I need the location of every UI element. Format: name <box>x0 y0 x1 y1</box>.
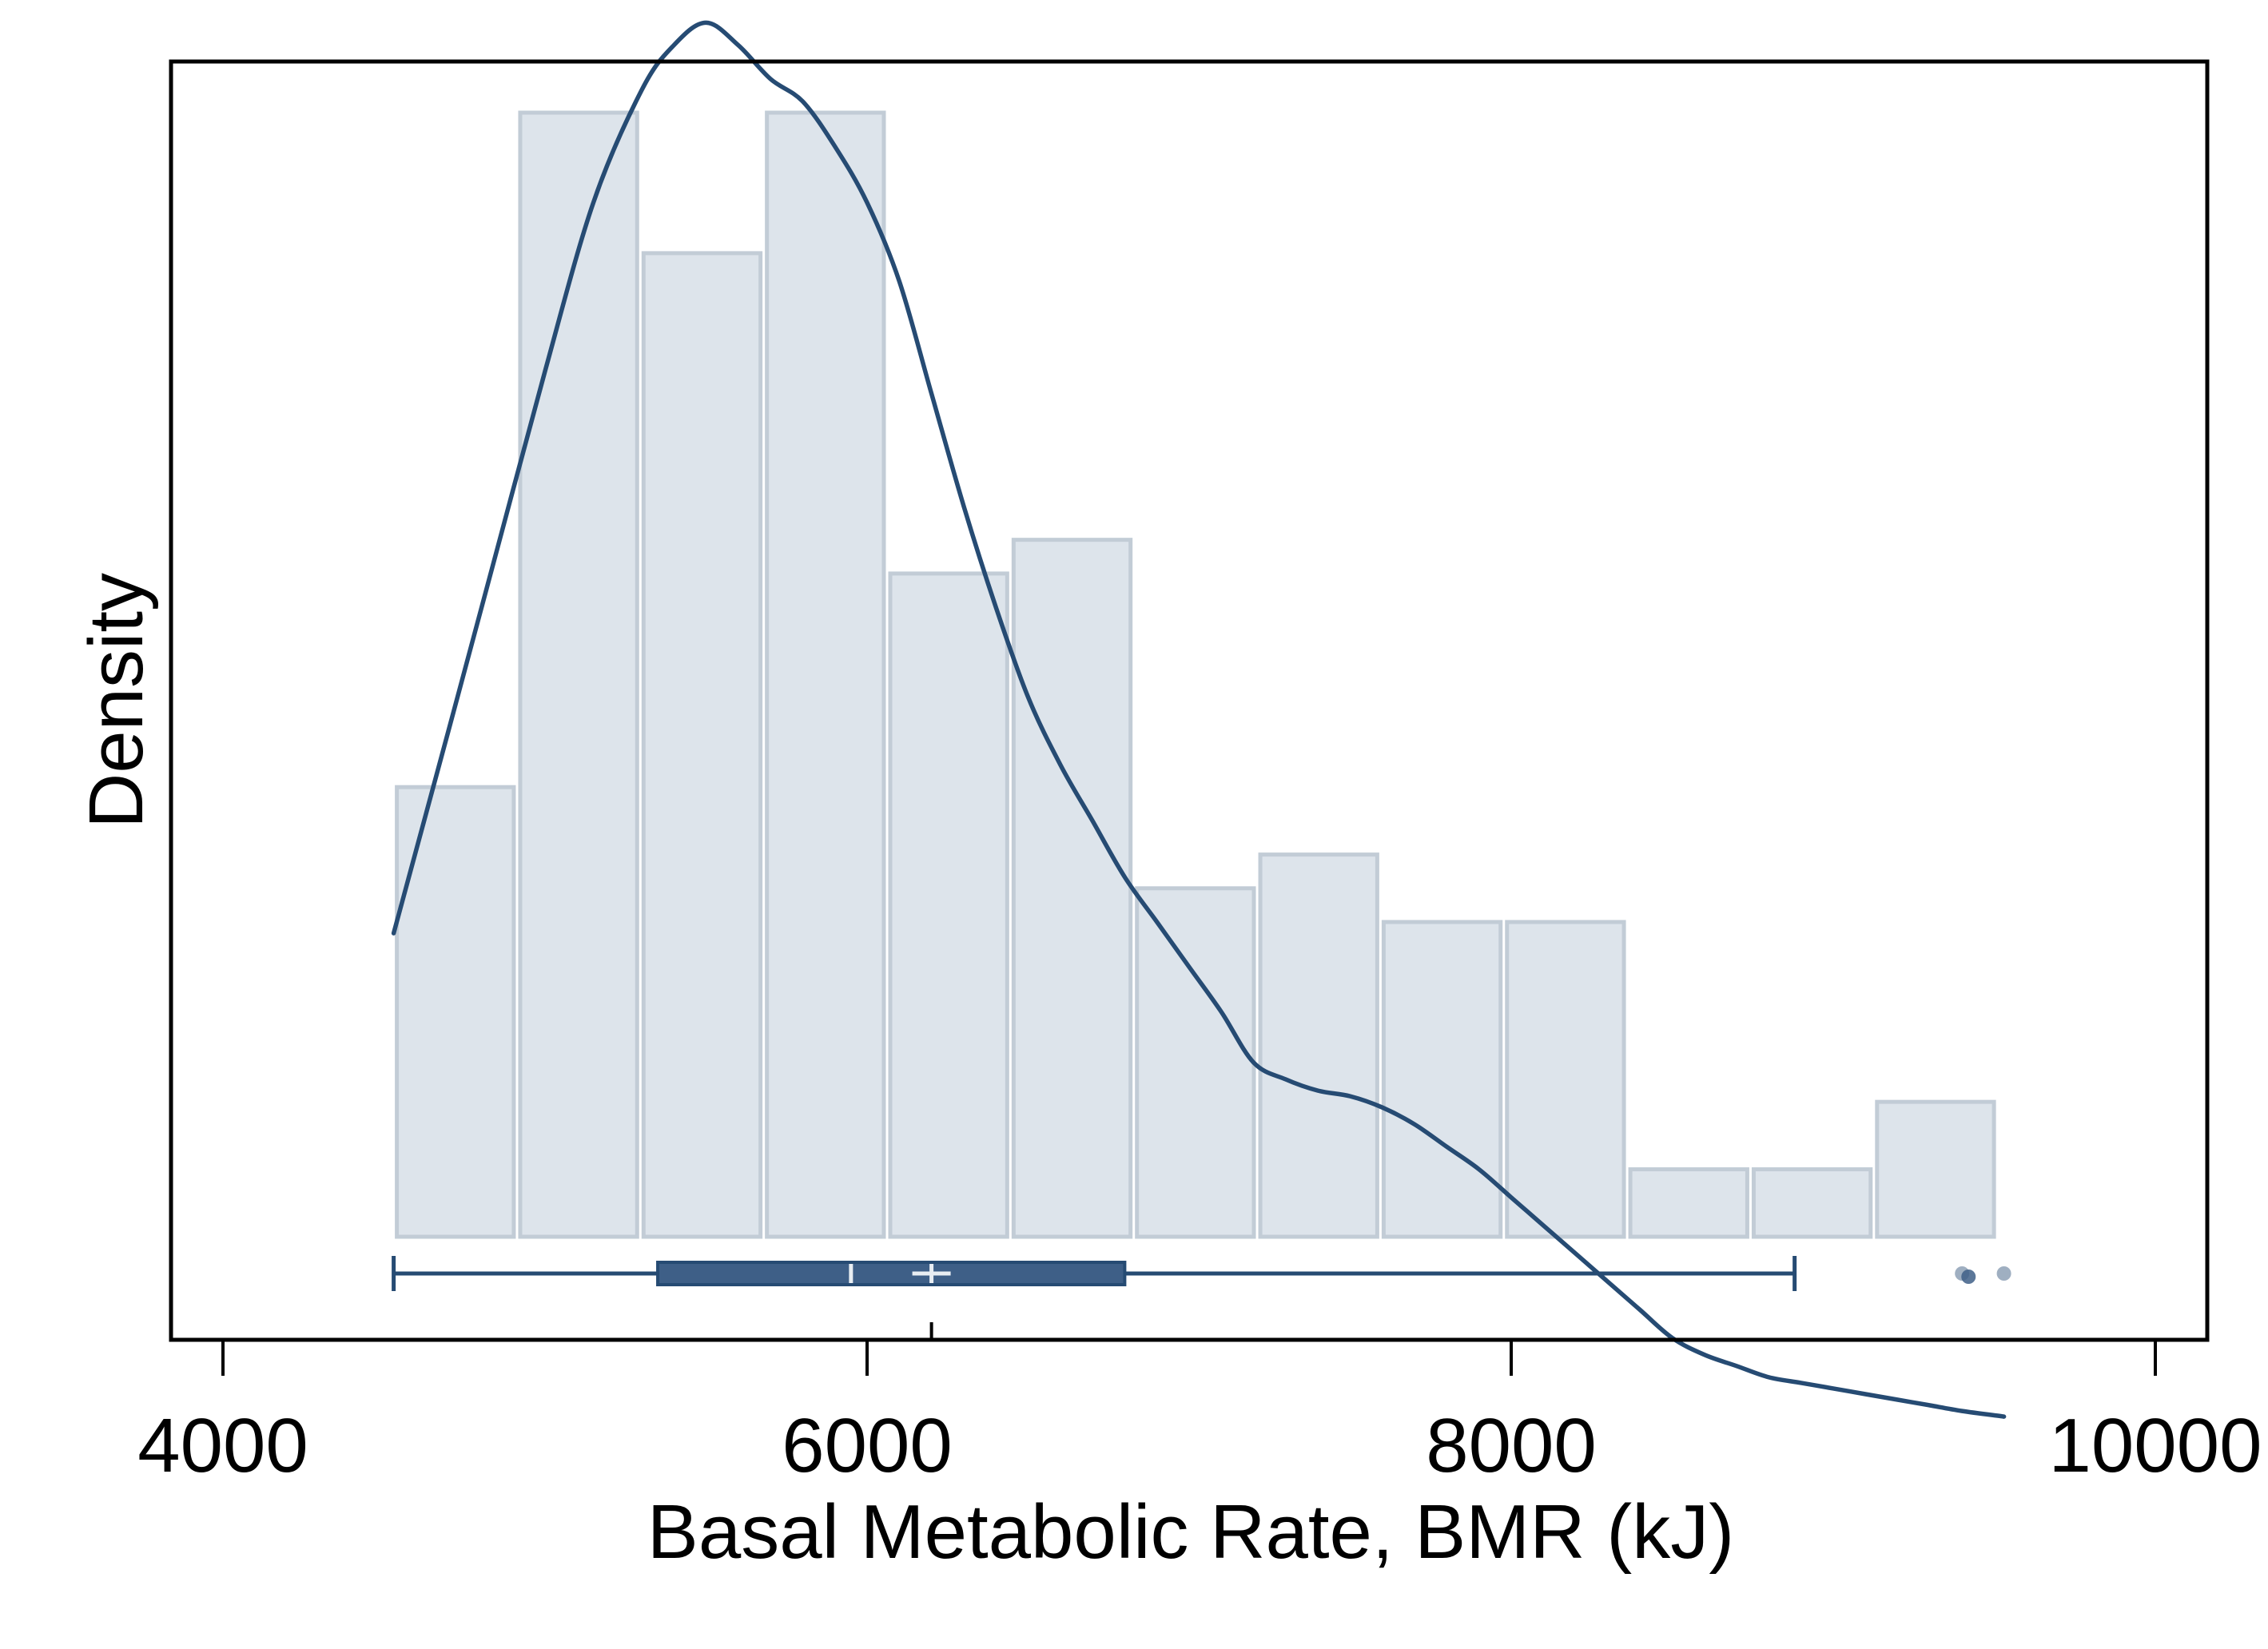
histogram-bar <box>1875 1099 1996 1239</box>
y-axis-title: Density <box>74 573 159 828</box>
histogram-bar <box>765 110 886 1239</box>
histogram-bar <box>1628 1167 1749 1239</box>
histogram-bar <box>641 251 763 1239</box>
histogram-bar <box>518 110 639 1239</box>
boxplot-iqr-box <box>656 1261 1127 1286</box>
density-curve <box>391 20 2007 1419</box>
histogram-bar <box>1135 886 1256 1239</box>
boxplot-outlier <box>1996 1266 2011 1281</box>
x-tick-label: 10000 <box>2049 1403 2262 1488</box>
plot-frame <box>169 59 2210 1342</box>
x-axis: 4000 6000 8000 10000 <box>137 1322 2262 1488</box>
x-tick-label: 4000 <box>137 1403 308 1488</box>
x-tick-label: 8000 <box>1426 1403 1597 1488</box>
histogram-bar <box>1505 920 1626 1239</box>
histogram-bar <box>1011 538 1133 1239</box>
histogram-bar <box>1381 920 1503 1239</box>
boxplot <box>392 1256 2011 1291</box>
boxplot-outlier <box>1961 1270 1976 1284</box>
x-axis-title: Basal Metabolic Rate, BMR (kJ) <box>647 1489 1734 1575</box>
histogram-bar <box>888 571 1009 1239</box>
x-tick-label: 6000 <box>782 1403 953 1488</box>
density-curve-layer <box>391 20 2007 1419</box>
histogram-bar <box>1751 1167 1873 1239</box>
histogram-bar <box>1258 852 1379 1239</box>
histogram-bar <box>395 785 516 1239</box>
histogram-bars <box>395 110 1996 1239</box>
